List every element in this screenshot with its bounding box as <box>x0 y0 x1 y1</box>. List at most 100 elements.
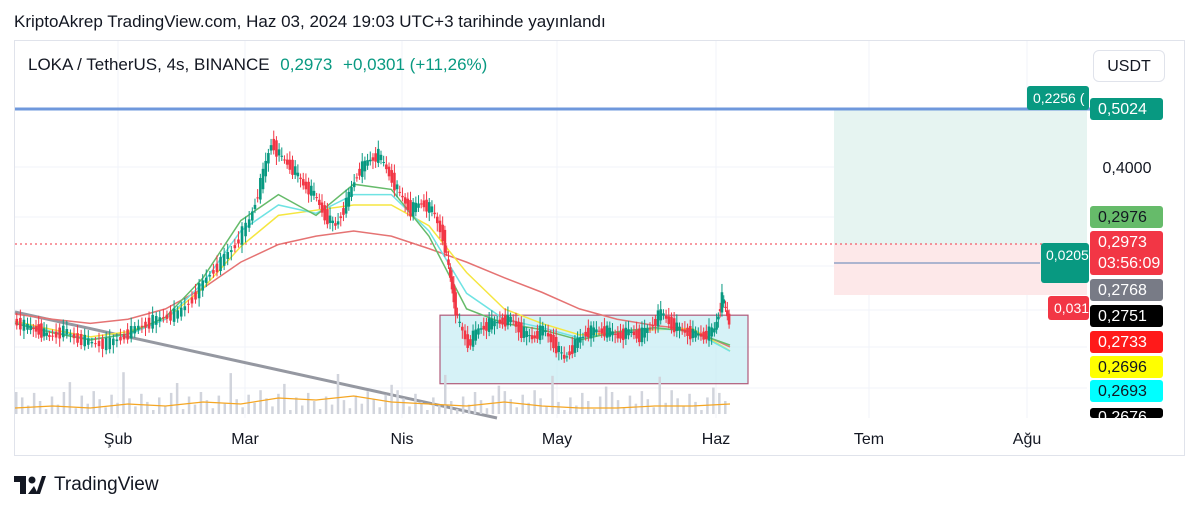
candle-body <box>493 320 496 327</box>
candle-body <box>621 328 625 341</box>
candle-body <box>536 330 539 339</box>
volume-bar <box>336 374 340 414</box>
candle-body <box>187 303 190 305</box>
candle-body <box>320 202 324 213</box>
volume-bar <box>199 392 203 414</box>
volume-bar <box>622 408 626 414</box>
candle-body <box>595 329 598 333</box>
currency-button[interactable]: USDT <box>1093 50 1165 82</box>
candle-body <box>244 222 247 237</box>
volume-bar <box>241 407 244 414</box>
candle-body <box>603 326 606 337</box>
volume-bar <box>664 402 667 414</box>
volume-bar <box>92 391 95 414</box>
volume-bar <box>551 375 554 414</box>
candle-body <box>58 327 61 339</box>
candle-body <box>264 160 267 177</box>
candle-body <box>37 324 40 335</box>
candle-body <box>352 182 356 188</box>
candle-body <box>456 313 459 315</box>
candle-body <box>86 338 90 345</box>
candle-body <box>694 330 697 338</box>
candle-body <box>299 177 302 180</box>
candle-body <box>219 257 222 272</box>
candle-body <box>471 330 475 347</box>
target-label: 0,2256 ( <box>1033 90 1085 106</box>
volume-bar <box>50 396 54 414</box>
volume-bar <box>563 410 566 414</box>
axis-badge-label: 0,2768 <box>1098 282 1147 299</box>
candle-body <box>179 307 183 317</box>
volume-bar <box>62 392 66 414</box>
candle-body <box>339 216 343 219</box>
volume-bar <box>581 392 584 414</box>
candle-body <box>360 161 364 177</box>
candle-body <box>670 316 673 330</box>
candle-body <box>619 332 622 339</box>
candle-body <box>417 203 420 208</box>
candle-body <box>133 326 137 334</box>
candle-body <box>158 317 162 322</box>
candle-body <box>401 195 404 198</box>
candle-body <box>358 168 361 176</box>
candle-body <box>717 316 720 320</box>
candle-body <box>151 314 154 329</box>
candle-body <box>315 197 318 199</box>
volume-bar <box>348 408 352 414</box>
candle-body <box>259 177 262 200</box>
volume-bar <box>342 400 346 414</box>
candle-body <box>541 325 545 336</box>
axis-badge <box>1090 380 1163 402</box>
candle-body <box>222 253 226 266</box>
publish-info: KriptoAkrep TradingView.com, Haz 03, 202… <box>14 12 606 31</box>
candle-body <box>503 314 507 327</box>
candle-body <box>597 330 601 332</box>
candle-body <box>65 329 69 335</box>
footer: TradingView <box>14 474 159 496</box>
candle-body <box>119 337 122 341</box>
volume-bar <box>628 395 632 414</box>
candle-body <box>32 328 35 330</box>
volume-bar <box>515 407 518 414</box>
candle-body <box>600 328 604 334</box>
candle-body <box>414 202 418 213</box>
candle-body <box>126 329 129 340</box>
candle-body <box>560 352 563 354</box>
candle-body <box>226 252 230 259</box>
candle-body <box>570 345 574 355</box>
candle-body <box>514 321 518 327</box>
candle-body <box>154 316 158 325</box>
candle-body <box>307 181 310 195</box>
candle-body <box>646 328 649 333</box>
candle-body <box>334 223 337 226</box>
candle-body <box>304 181 308 190</box>
candle-body <box>528 335 531 337</box>
candle-body <box>15 318 19 326</box>
candle-body <box>34 326 38 332</box>
volume-bar <box>354 395 358 414</box>
candle-body <box>454 292 457 316</box>
candle-body <box>688 326 692 340</box>
volume-bar <box>86 403 89 414</box>
candle-body <box>724 306 727 308</box>
candle-body <box>562 354 566 359</box>
axis-badge-label: 0,2733 <box>1098 334 1147 351</box>
candle-body <box>90 341 94 344</box>
candle-body <box>662 313 665 316</box>
candle-body <box>385 164 388 170</box>
x-tick-label: Haz <box>702 431 730 448</box>
volume-bar <box>181 409 185 414</box>
candle-body <box>691 328 695 339</box>
candle-body <box>374 153 377 162</box>
candle-body <box>443 229 447 253</box>
candle-body <box>122 334 126 340</box>
volume-bar <box>289 410 292 414</box>
volume-bar <box>38 401 42 414</box>
axis-badge-label: 0,2676 <box>1098 409 1147 426</box>
volume-bar <box>545 406 548 414</box>
candle-body <box>651 325 654 327</box>
volume-bar <box>610 392 614 414</box>
candle-body <box>197 283 201 299</box>
volume-bar <box>533 390 536 414</box>
